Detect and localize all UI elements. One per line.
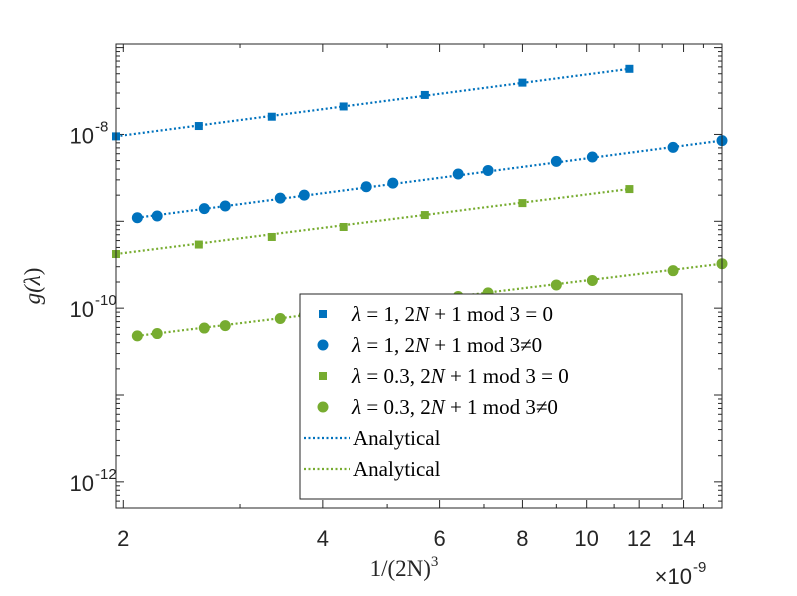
- legend-marker-circle: [317, 339, 329, 351]
- legend: λ = 1, 2N + 1 mod 3 = 0λ = 1, 2N + 1 mod…: [299, 293, 683, 500]
- legend-label-part: = 0.3, 2: [361, 395, 431, 419]
- axis-ticks: [116, 44, 723, 509]
- x-tick-label: 12: [627, 526, 651, 551]
- y-tick-base: 10: [70, 297, 94, 322]
- data-point-square: [420, 90, 429, 99]
- data-point-circle: [452, 168, 464, 180]
- y-axis-label-close: ): [20, 268, 45, 276]
- data-point-square: [267, 112, 276, 121]
- y-tick-label: 10: [70, 297, 94, 322]
- legend-label-part: + 1 mod 3≠0: [429, 333, 542, 357]
- legend-marker-square: [319, 310, 327, 318]
- data-point-circle: [667, 265, 679, 277]
- y-tick-exponent: -12: [95, 466, 117, 483]
- data-point-circle: [219, 200, 231, 212]
- analytical-line: [115, 187, 630, 256]
- data-point-circle: [298, 189, 310, 201]
- data-point-circle: [360, 181, 372, 193]
- data-point-circle: [219, 320, 231, 332]
- data-point-square: [339, 102, 348, 111]
- legend-label: λ = 0.3, 2N + 1 mod 3≠0: [351, 395, 558, 419]
- legend-label-part: = 1, 2: [361, 333, 415, 357]
- legend-label: λ = 0.3, 2N + 1 mod 3 = 0: [351, 364, 569, 388]
- y-tick-label: 10: [70, 123, 94, 148]
- analytical-line: [137, 139, 723, 219]
- legend-label: λ = 1, 2N + 1 mod 3≠0: [351, 333, 542, 357]
- data-point-square: [194, 122, 203, 131]
- legend-label-part: N: [414, 333, 430, 357]
- x-tick-label: 8: [516, 526, 528, 551]
- data-point-circle: [482, 164, 494, 176]
- legend-label-part: λ: [351, 333, 361, 357]
- y-axis-label-var: λ: [20, 275, 45, 286]
- analytical-line: [137, 262, 723, 337]
- legend-label-part: λ: [351, 364, 361, 388]
- data-point-circle: [151, 210, 163, 222]
- data-point-square: [267, 232, 276, 241]
- y-tick-base: 10: [70, 123, 94, 148]
- analytical-line: [115, 67, 630, 138]
- legend-label-part: = 1, 2: [361, 302, 415, 326]
- x-tick-label: 4: [317, 526, 329, 551]
- x-multiplier: ×10: [655, 564, 692, 589]
- data-point-square: [625, 185, 634, 194]
- data-point-circle: [387, 177, 399, 189]
- data-point-square: [518, 78, 527, 87]
- x-multiplier-exponent: -9: [693, 559, 706, 576]
- x-axis-label: 1/(2N)3: [370, 554, 439, 581]
- legend-label-part: = 0.3, 2: [361, 364, 431, 388]
- legend-marker-circle: [317, 401, 329, 413]
- y-axis-label: g(λ): [20, 268, 45, 305]
- legend-label: Analytical: [353, 457, 441, 481]
- legend-label-part: Analytical: [353, 426, 441, 450]
- data-point-square: [194, 240, 203, 249]
- legend-marker-square: [319, 372, 327, 380]
- data-point-circle: [586, 275, 598, 287]
- x-tick-label: 10: [574, 526, 598, 551]
- legend-label-part: N: [414, 302, 430, 326]
- data-point-square: [339, 222, 348, 231]
- legend-label: λ = 1, 2N + 1 mod 3 = 0: [351, 302, 553, 326]
- data-point-square: [518, 199, 527, 208]
- y-tick-exponent: -8: [95, 118, 108, 135]
- legend-label-part: + 1 mod 3≠0: [445, 395, 558, 419]
- legend-label-part: N: [430, 364, 446, 388]
- legend-label-part: Analytical: [353, 457, 441, 481]
- x-tick-label: 6: [433, 526, 445, 551]
- data-point-square: [625, 64, 634, 73]
- axes-frame: [115, 43, 723, 509]
- legend-label-part: λ: [351, 395, 361, 419]
- legend-box: [299, 293, 683, 500]
- legend-label-part: + 1 mod 3 = 0: [445, 364, 569, 388]
- x-tick-label: 14: [671, 526, 695, 551]
- data-point-circle: [198, 322, 210, 334]
- x-tick-label: 2: [117, 526, 129, 551]
- y-axis-label-func: g(: [20, 284, 45, 305]
- data-point-circle: [274, 192, 286, 204]
- y-tick-label: 10: [70, 471, 94, 496]
- data-point-circle: [667, 141, 679, 153]
- legend-label: Analytical: [353, 426, 441, 450]
- y-tick-base: 10: [70, 471, 94, 496]
- data-point-square: [420, 211, 429, 220]
- data-point-circle: [274, 313, 286, 325]
- data-point-circle: [550, 155, 562, 167]
- x-axis-label-exponent: 3: [431, 554, 439, 570]
- data-point-circle: [151, 328, 163, 340]
- data-point-circle: [131, 330, 143, 342]
- data-point-circle: [198, 203, 210, 215]
- x-axis-label-text: 1/(2N): [370, 556, 431, 581]
- legend-label-part: λ: [351, 302, 361, 326]
- legend-label-part: N: [430, 395, 446, 419]
- data-point-circle: [550, 279, 562, 291]
- data-point-circle: [131, 212, 143, 224]
- legend-label-part: + 1 mod 3 = 0: [429, 302, 553, 326]
- data-point-circle: [586, 151, 598, 163]
- y-tick-exponent: -10: [95, 292, 117, 309]
